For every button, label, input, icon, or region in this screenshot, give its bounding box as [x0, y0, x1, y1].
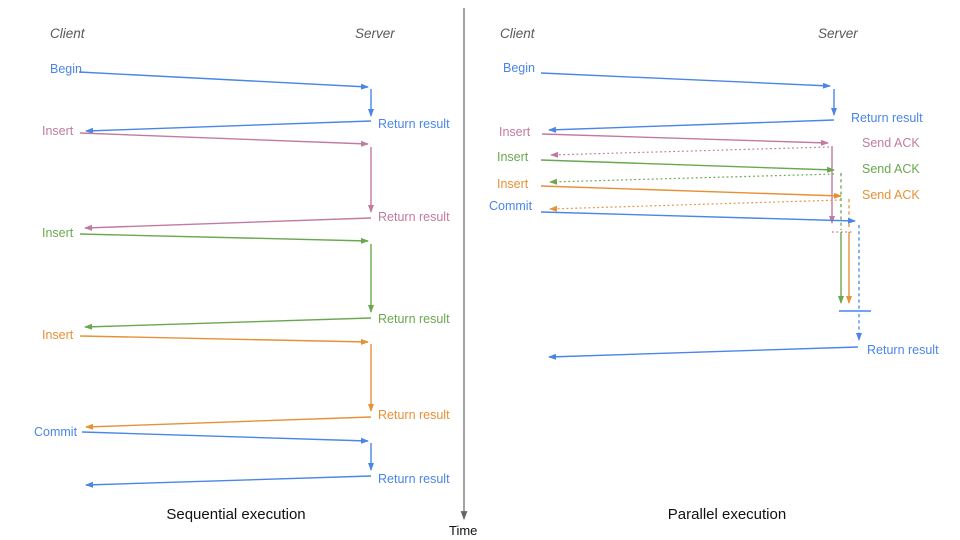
seq-insert2-request-line — [79, 233, 369, 244]
seq-begin-response-label: Return result — [378, 117, 450, 131]
par-server-header: Server — [818, 26, 858, 41]
par-client-header: Client — [500, 26, 535, 41]
par-op-commit-label: Commit — [489, 199, 533, 213]
seq-op-insert1-label: Insert — [42, 124, 74, 138]
par-insert2-request-line — [540, 159, 835, 173]
par-op-insert1-label: Insert — [499, 125, 531, 139]
par-op-insert3-label: Insert — [497, 177, 529, 191]
par-insert2-ack-line — [549, 173, 835, 185]
par-insert1-ack-line — [550, 146, 830, 158]
seq-op-commit-label: Commit — [34, 425, 78, 439]
seq-begin-request-line — [78, 71, 369, 90]
par-insert3-request-line — [540, 185, 842, 199]
seq-insert3-request-line — [79, 335, 369, 345]
seq-commit-return-line — [85, 475, 372, 488]
par-begin-return-line — [548, 119, 835, 133]
seq-insert1-response-label: Return result — [378, 210, 450, 224]
par-commit-return-line — [548, 346, 859, 360]
par-commit-request-line — [540, 211, 856, 224]
seq-insert3-response-label: Return result — [378, 408, 450, 422]
seq-insert2-response-label: Return result — [378, 312, 450, 326]
seq-commit-response-label: Return result — [378, 472, 450, 486]
seq-op-begin-label: Begin — [50, 62, 82, 76]
seq-client-header: Client — [50, 26, 85, 41]
par-insert3-response-label: Send ACK — [862, 188, 920, 202]
seq-insert1-request-line — [79, 132, 369, 147]
par-insert3-ack-line — [549, 199, 842, 212]
par-op-insert2-label: Insert — [497, 150, 529, 164]
par-commit-response-label: Return result — [867, 343, 939, 357]
seq-commit-request-line — [81, 431, 369, 444]
seq-server-header: Server — [355, 26, 395, 41]
seq-op-insert3-label: Insert — [42, 328, 74, 342]
parallel-caption: Parallel execution — [667, 506, 787, 523]
sequential-caption: Sequential execution — [166, 506, 306, 523]
par-begin-request-line — [540, 72, 831, 89]
seq-insert2-return-line — [84, 317, 372, 330]
seq-insert3-return-line — [85, 416, 372, 430]
par-insert1-response-label: Send ACK — [862, 136, 920, 150]
par-op-begin-label: Begin — [503, 61, 535, 75]
par-insert2-response-label: Send ACK — [862, 162, 920, 176]
seq-begin-return-line — [85, 120, 372, 134]
par-begin-response-label: Return result — [851, 111, 923, 125]
time-axis-label: Time — [449, 523, 478, 538]
seq-insert1-return-line — [84, 217, 372, 231]
seq-op-insert2-label: Insert — [42, 226, 74, 240]
par-insert1-request-line — [541, 133, 829, 146]
